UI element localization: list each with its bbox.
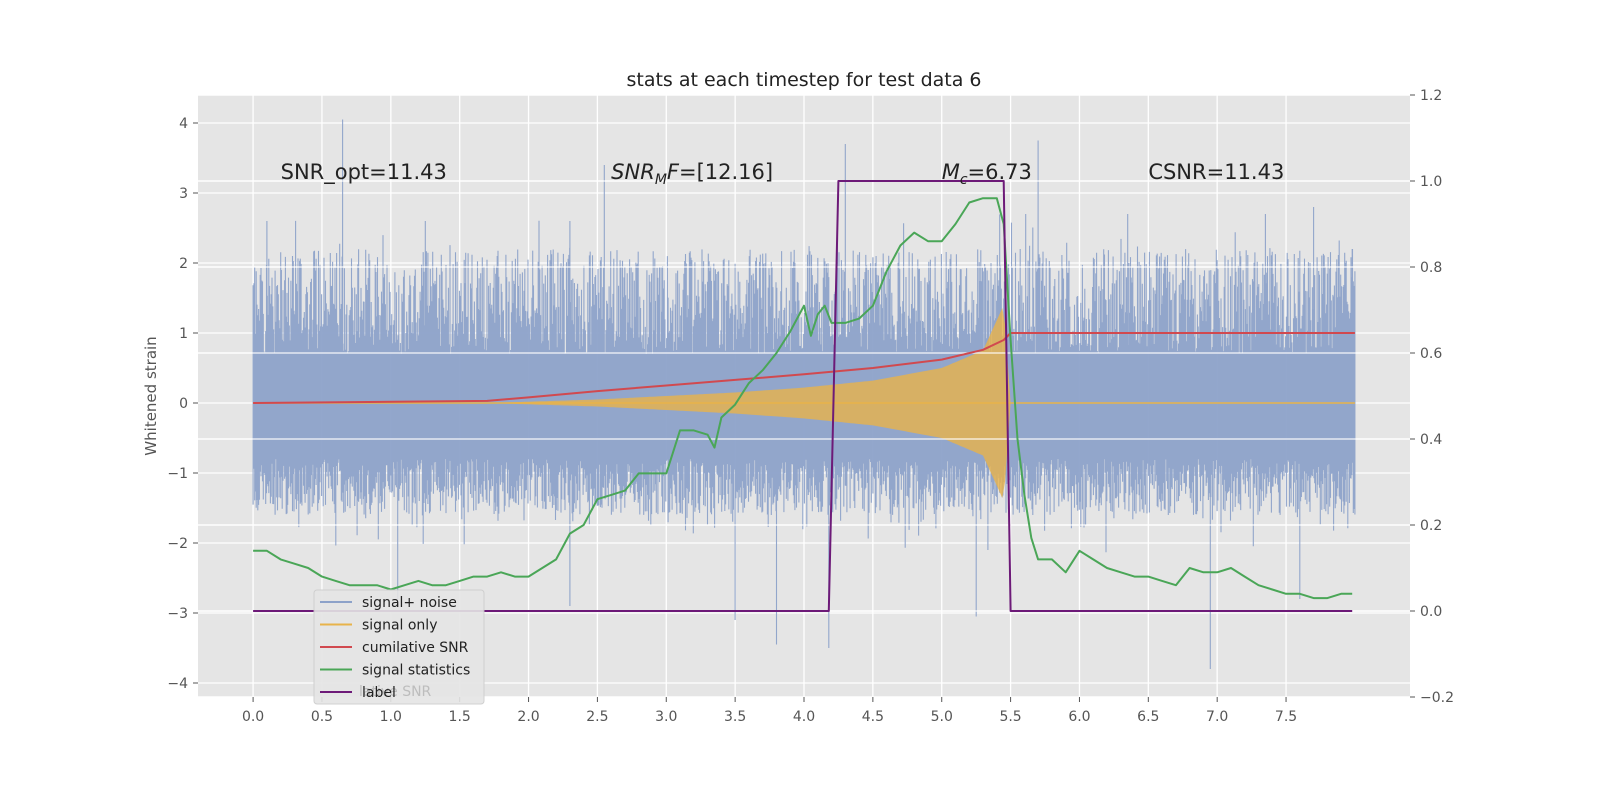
y-tick-label: 3 [179,186,188,202]
x-tick-label: 6.0 [1068,709,1090,725]
x-tick-label: 0.0 [242,709,264,725]
x-tick-label: 1.0 [380,709,402,725]
y-tick-label: 0 [179,396,188,412]
x-tick-label: 5.5 [999,709,1021,725]
x-tick-label: 1.5 [449,709,471,725]
legend-label: signal statistics [362,663,470,679]
annotations: SNR_opt=11.43 SNRMF=[12.16] Mc=6.73 CSNR=11… [281,160,1285,188]
x-tick-label: 2.5 [586,709,608,725]
y-right-tick-label: 0.2 [1420,518,1442,534]
x-tick-label: 5.0 [931,709,953,725]
y-right-tick-label: 1.2 [1420,88,1442,104]
legend-label: cumilative SNR [362,640,469,656]
legend-ghost-text: lative SNR [359,684,432,700]
axes: 0.0 0.5 1.0 1.5 2.0 2.5 3.0 3.5 4.0 4.5 5.0 5.5 6.0 6… [167,88,1454,725]
x-tick-label: 4.0 [793,709,815,725]
annotation-4: CSNR=11.43 [1148,160,1284,184]
legend: lative SNR signal+ noise signal only cumila… [313,589,485,705]
y-tick-label: 1 [179,326,188,342]
chart-title: stats at each timestep for test data 6 [626,69,981,91]
x-tick-label: 7.5 [1275,709,1297,725]
y-right-tick-label: 0.4 [1420,432,1442,448]
y-tick-label: −3 [167,606,188,622]
x-tick-label: 2.0 [517,709,539,725]
y-right-tick-label: −0.2 [1420,690,1454,706]
annotation-3: Mc=6.73 [942,160,1032,188]
legend-label: label [362,685,396,701]
x-tick-label: 4.5 [862,709,884,725]
y-right-tick-label: 0.8 [1420,260,1442,276]
y-tick-label: 4 [179,116,188,132]
x-tick-label: 7.0 [1206,709,1228,725]
y-axis-label: Whitened strain [142,336,160,455]
y-tick-label: −2 [167,536,188,552]
legend-label: signal+ noise [362,595,457,611]
annotation-1: SNR_opt=11.43 [281,160,447,185]
series-label [253,180,1353,612]
series-lines [253,180,1355,612]
annotation-2: SNRMF=[12.16] [611,160,773,188]
y-tick-label: 2 [179,256,188,272]
y-right-tick-label: 1.0 [1420,174,1442,190]
x-tick-label: 3.0 [655,709,677,725]
x-tick-label: 3.5 [724,709,746,725]
legend-box [313,589,485,705]
series-cumilative-snr [253,332,1355,404]
x-tick-label: 6.5 [1137,709,1159,725]
series-signal-statistics [253,197,1353,600]
y-right-tick-label: 0.6 [1420,346,1442,362]
legend-label: signal only [362,618,437,634]
y-right-tick-label: 0.0 [1420,604,1442,620]
y-tick-label: −4 [167,676,188,692]
x-tick-label: 0.5 [311,709,333,725]
y-tick-label: −1 [167,466,188,482]
